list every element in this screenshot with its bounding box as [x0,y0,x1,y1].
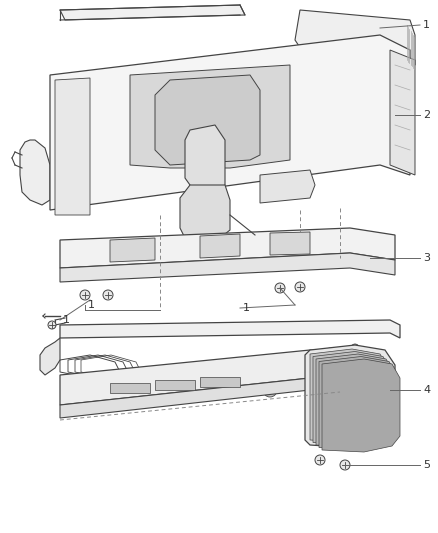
Polygon shape [40,338,60,375]
Circle shape [379,22,391,34]
Polygon shape [60,228,395,268]
Circle shape [97,327,103,333]
Polygon shape [200,234,240,258]
Polygon shape [60,253,395,282]
Polygon shape [180,185,230,238]
Polygon shape [130,65,290,168]
Circle shape [96,126,104,134]
Polygon shape [319,357,397,449]
Polygon shape [185,125,225,195]
Polygon shape [322,359,400,452]
Circle shape [263,383,277,397]
Circle shape [227,327,233,333]
Circle shape [46,356,54,364]
Circle shape [326,233,334,241]
Polygon shape [50,35,410,210]
Text: 1: 1 [63,315,70,325]
Circle shape [96,96,104,104]
Circle shape [96,156,104,164]
Polygon shape [60,350,360,405]
Polygon shape [295,10,415,65]
Circle shape [371,351,379,359]
Polygon shape [316,354,394,447]
Circle shape [48,321,56,329]
Circle shape [182,327,188,333]
Polygon shape [60,378,360,418]
Text: 5: 5 [423,460,430,470]
Circle shape [171,251,179,259]
Polygon shape [55,78,90,215]
Circle shape [376,156,384,164]
Polygon shape [155,380,195,390]
Polygon shape [390,50,415,175]
Text: 1: 1 [88,300,95,310]
Circle shape [80,290,90,300]
Text: 1: 1 [243,303,250,313]
Circle shape [103,290,113,300]
Polygon shape [200,377,240,387]
Text: 1: 1 [423,20,430,30]
Circle shape [73,245,87,259]
Polygon shape [260,170,315,203]
Polygon shape [305,345,395,448]
Circle shape [366,56,374,64]
Text: 3: 3 [423,253,430,263]
Circle shape [76,256,84,264]
Circle shape [30,157,40,167]
Polygon shape [60,5,245,20]
Polygon shape [155,75,260,165]
Circle shape [351,344,359,352]
Circle shape [137,327,143,333]
Circle shape [340,460,350,470]
Polygon shape [60,320,400,338]
Circle shape [317,327,323,333]
Circle shape [362,327,368,333]
Polygon shape [110,383,150,393]
Text: 4: 4 [423,385,430,395]
Polygon shape [313,351,391,445]
Text: 2: 2 [423,110,430,120]
Circle shape [295,282,305,292]
Circle shape [315,455,325,465]
Circle shape [326,348,334,356]
Circle shape [76,244,84,252]
Circle shape [376,86,384,94]
Circle shape [171,238,179,246]
Polygon shape [270,232,310,255]
Polygon shape [310,349,388,442]
Polygon shape [110,238,155,262]
Polygon shape [20,140,50,205]
Circle shape [376,131,384,139]
Circle shape [31,181,39,189]
Circle shape [326,245,334,253]
Circle shape [275,283,285,293]
Circle shape [323,237,337,251]
Circle shape [272,327,278,333]
